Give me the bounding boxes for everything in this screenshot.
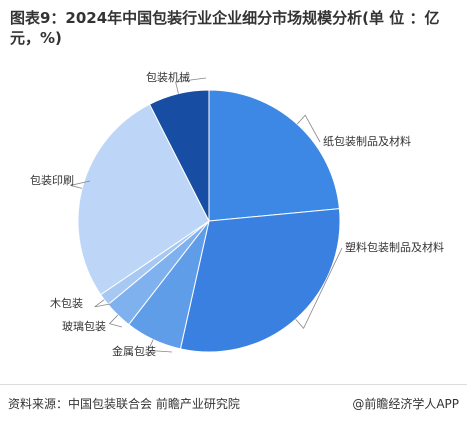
slice-label: 塑料包装制品及材料 [345, 240, 444, 254]
leader-line [147, 339, 173, 353]
chart-title: 图表9：2024年中国包装行业企业细分市场规模分析(单 位 ：亿元，%) [10, 9, 440, 47]
leader-line [108, 314, 123, 328]
leader-line [94, 299, 111, 308]
source: 资料来源：中国包装联合会 前瞻产业研究院 [8, 397, 240, 411]
slice-label: 玻璃包装 [62, 319, 106, 333]
leader-line [175, 77, 207, 94]
credit: @前瞻经济学人APP [352, 397, 459, 411]
slice-label: 木包装 [50, 297, 83, 310]
leader-line [70, 180, 91, 189]
slice-label: 金属包装 [112, 344, 156, 358]
footer: 资料来源：中国包装联合会 前瞻产业研究院 @前瞻经济学人APP [0, 384, 467, 411]
pie-slice [208, 89, 340, 222]
slice-label: 包装印刷 [30, 174, 74, 187]
slice-label: 纸包装制品及材料 [323, 134, 411, 148]
leader-line [296, 114, 321, 143]
leader-line [295, 247, 343, 329]
pie-slice [148, 89, 210, 222]
slice-label: 包装机械 [146, 70, 190, 84]
